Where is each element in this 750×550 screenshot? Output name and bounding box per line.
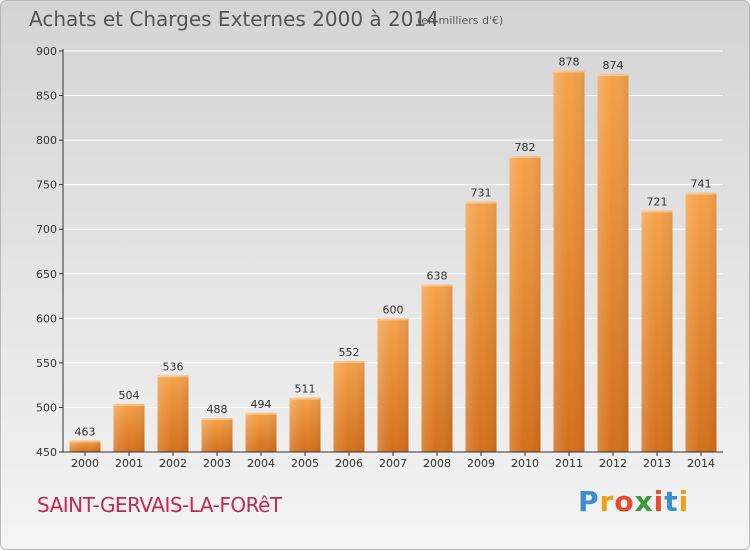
bar-shade (685, 192, 717, 453)
bar-shade (333, 361, 365, 452)
x-tick-label: 2003 (203, 457, 231, 470)
y-tick-label: 750 (36, 179, 57, 192)
data-label: 600 (383, 303, 404, 316)
x-tick-label: 2012 (599, 457, 627, 470)
y-tick-label: 450 (36, 446, 57, 459)
bar-top (641, 210, 673, 213)
bar-shade (597, 74, 629, 453)
bar-shade (553, 70, 585, 453)
data-label: 463 (75, 425, 96, 438)
bar-top (465, 201, 497, 204)
bar-top (333, 361, 365, 364)
proxiti-logo: Proxiti (578, 485, 689, 518)
x-tick-label: 2002 (159, 457, 187, 470)
data-label: 874 (603, 59, 624, 72)
bar-top (289, 397, 321, 400)
y-tick-label: 850 (36, 90, 57, 103)
y-tick-label: 650 (36, 268, 57, 281)
bar-top (421, 284, 453, 287)
bar-shade (245, 412, 277, 452)
logo-letter: i (678, 485, 690, 518)
bar-shade (641, 210, 673, 452)
data-label: 878 (559, 56, 580, 69)
data-label: 488 (207, 403, 228, 416)
data-label: 638 (427, 269, 448, 282)
data-label: 741 (691, 178, 712, 191)
x-tick-label: 2001 (115, 457, 143, 470)
bar-top (157, 375, 189, 378)
y-tick-label: 550 (36, 357, 57, 370)
logo-letter: x (634, 485, 654, 518)
x-tick-label: 2009 (467, 457, 495, 470)
chart-title: Achats et Charges Externes 2000 à 2014 (29, 7, 439, 31)
x-tick-label: 2008 (423, 457, 451, 470)
bar-shade (421, 284, 453, 452)
x-tick-label: 2010 (511, 457, 539, 470)
logo-letter: r (599, 485, 615, 518)
bar-top (377, 318, 409, 321)
bar-top (69, 440, 101, 443)
data-label: 511 (295, 383, 316, 396)
chart-subtitle: (en milliers d'€) (417, 14, 504, 27)
bar-top (201, 418, 233, 421)
bar-top (553, 70, 585, 73)
bar-top (509, 156, 541, 159)
logo-letter: o (614, 485, 635, 518)
bar-shade (509, 156, 541, 452)
y-tick-label: 500 (36, 401, 57, 414)
logo-letter: i (653, 485, 665, 518)
bar-top (245, 412, 277, 415)
bar-top (597, 74, 629, 77)
x-tick-label: 2006 (335, 457, 363, 470)
data-label: 782 (515, 141, 536, 154)
bar-shade (69, 440, 101, 452)
data-label: 731 (471, 187, 492, 200)
bar-shade (465, 201, 497, 452)
data-label: 494 (251, 398, 272, 411)
bar-top (685, 192, 717, 195)
x-tick-label: 2000 (71, 457, 99, 470)
y-tick-label: 900 (36, 45, 57, 58)
data-label: 552 (339, 346, 360, 359)
logo-letter: t (664, 485, 679, 518)
bar-shade (201, 418, 233, 452)
y-tick-label: 800 (36, 134, 57, 147)
x-tick-label: 2011 (555, 457, 583, 470)
x-tick-label: 2004 (247, 457, 275, 470)
x-tick-label: 2014 (687, 457, 715, 470)
commune-name: SAINT-GERVAIS-LA-FORêT (37, 493, 282, 517)
x-tick-label: 2005 (291, 457, 319, 470)
x-tick-label: 2013 (643, 457, 671, 470)
data-label: 721 (647, 196, 668, 209)
logo-letter: P (578, 485, 600, 518)
bar-shade (377, 318, 409, 452)
bar-shade (113, 403, 145, 452)
x-tick-label: 2007 (379, 457, 407, 470)
data-label: 504 (119, 389, 140, 402)
bar-shade (289, 397, 321, 452)
bar-top (113, 403, 145, 406)
y-tick-label: 700 (36, 223, 57, 236)
bar-shade (157, 375, 189, 452)
data-label: 536 (163, 360, 184, 373)
y-tick-label: 600 (36, 312, 57, 325)
